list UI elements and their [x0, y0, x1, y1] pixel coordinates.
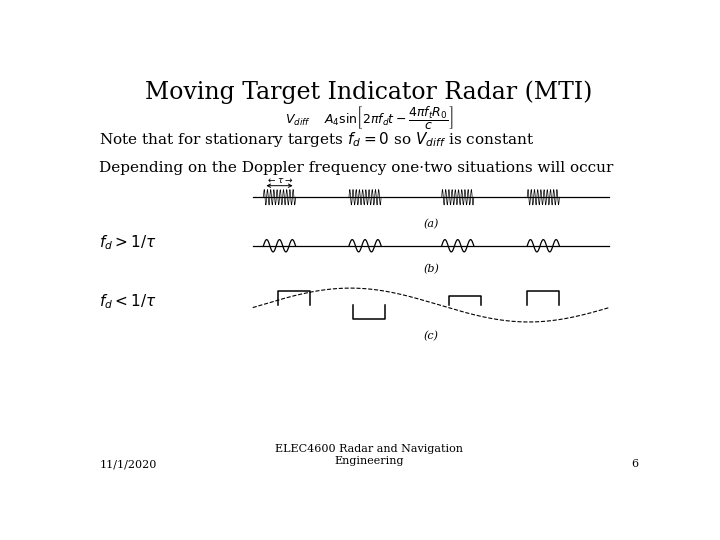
- Text: (a): (a): [423, 219, 438, 229]
- Text: Moving Target Indicator Radar (MTI): Moving Target Indicator Radar (MTI): [145, 80, 593, 104]
- Text: 11/1/2020: 11/1/2020: [99, 459, 157, 469]
- Text: $f_d<1/\tau$: $f_d<1/\tau$: [99, 293, 157, 311]
- Text: Depending on the Doppler frequency one·two situations will occur: Depending on the Doppler frequency one·t…: [99, 161, 613, 175]
- Text: ELEC4600 Radar and Navigation
Engineering: ELEC4600 Radar and Navigation Engineerin…: [275, 444, 463, 466]
- Text: (b): (b): [423, 264, 439, 274]
- Text: $V_{diff}\ \ \ \ A_4\sin\!\left[2\pi f_d t - \dfrac{4\pi f_t R_0}{c}\right]$: $V_{diff}\ \ \ \ A_4\sin\!\left[2\pi f_d…: [285, 105, 453, 132]
- Text: Note that for stationary targets $f_d = 0$ so $V_{diff}$ is constant: Note that for stationary targets $f_d = …: [99, 130, 534, 149]
- Text: (c): (c): [423, 331, 438, 341]
- Text: $f_d>1/\tau$: $f_d>1/\tau$: [99, 233, 157, 252]
- Text: $\leftarrow\tau\rightarrow$: $\leftarrow\tau\rightarrow$: [266, 176, 293, 185]
- Text: 6: 6: [631, 459, 639, 469]
